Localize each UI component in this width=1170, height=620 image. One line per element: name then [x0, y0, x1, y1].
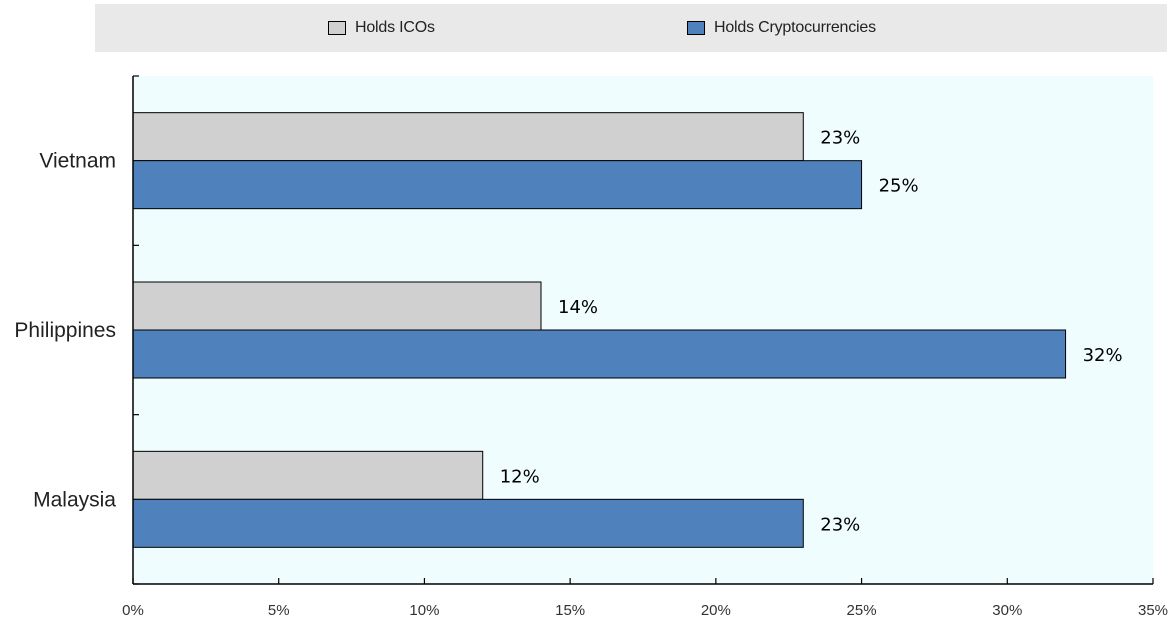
x-tick-label: 30%	[992, 602, 1022, 619]
bar-holds-cryptocurrencies-philippines	[132, 329, 1067, 379]
data-label: 32%	[1083, 345, 1123, 366]
x-tick-label: 0%	[122, 602, 144, 619]
x-tick-label: 25%	[847, 602, 877, 619]
category-label: Malaysia	[33, 488, 116, 511]
x-tick-label: 20%	[701, 602, 731, 619]
data-label: 23%	[820, 128, 860, 149]
legend-label-holds-cryptocurrencies: Holds Cryptocurrencies	[714, 19, 876, 36]
legend-item-holds-icos: Holds ICOs	[328, 4, 435, 52]
x-tick-label: 15%	[555, 602, 585, 619]
bar-holds-icos-vietnam	[132, 112, 804, 162]
legend-swatch-holds-cryptocurrencies	[687, 21, 705, 35]
x-tick-label: 10%	[409, 602, 439, 619]
legend: Holds ICOs Holds Cryptocurrencies	[95, 4, 1167, 52]
legend-label-holds-icos: Holds ICOs	[355, 19, 435, 36]
legend-item-holds-cryptocurrencies: Holds Cryptocurrencies	[687, 4, 876, 52]
category-label: Vietnam	[39, 150, 116, 173]
legend-swatch-holds-icos	[328, 21, 346, 35]
bar-holds-cryptocurrencies-vietnam	[132, 160, 863, 210]
data-label: 25%	[879, 176, 919, 197]
x-tick-label: 5%	[268, 602, 290, 619]
bar-holds-icos-philippines	[132, 281, 542, 331]
data-label: 12%	[500, 466, 540, 487]
category-label: Philippines	[14, 319, 116, 342]
data-label: 23%	[820, 514, 860, 535]
bar-holds-icos-malaysia	[132, 450, 484, 500]
bar-holds-cryptocurrencies-malaysia	[132, 498, 804, 548]
data-label: 14%	[558, 297, 598, 318]
x-tick-label: 35%	[1138, 602, 1168, 619]
